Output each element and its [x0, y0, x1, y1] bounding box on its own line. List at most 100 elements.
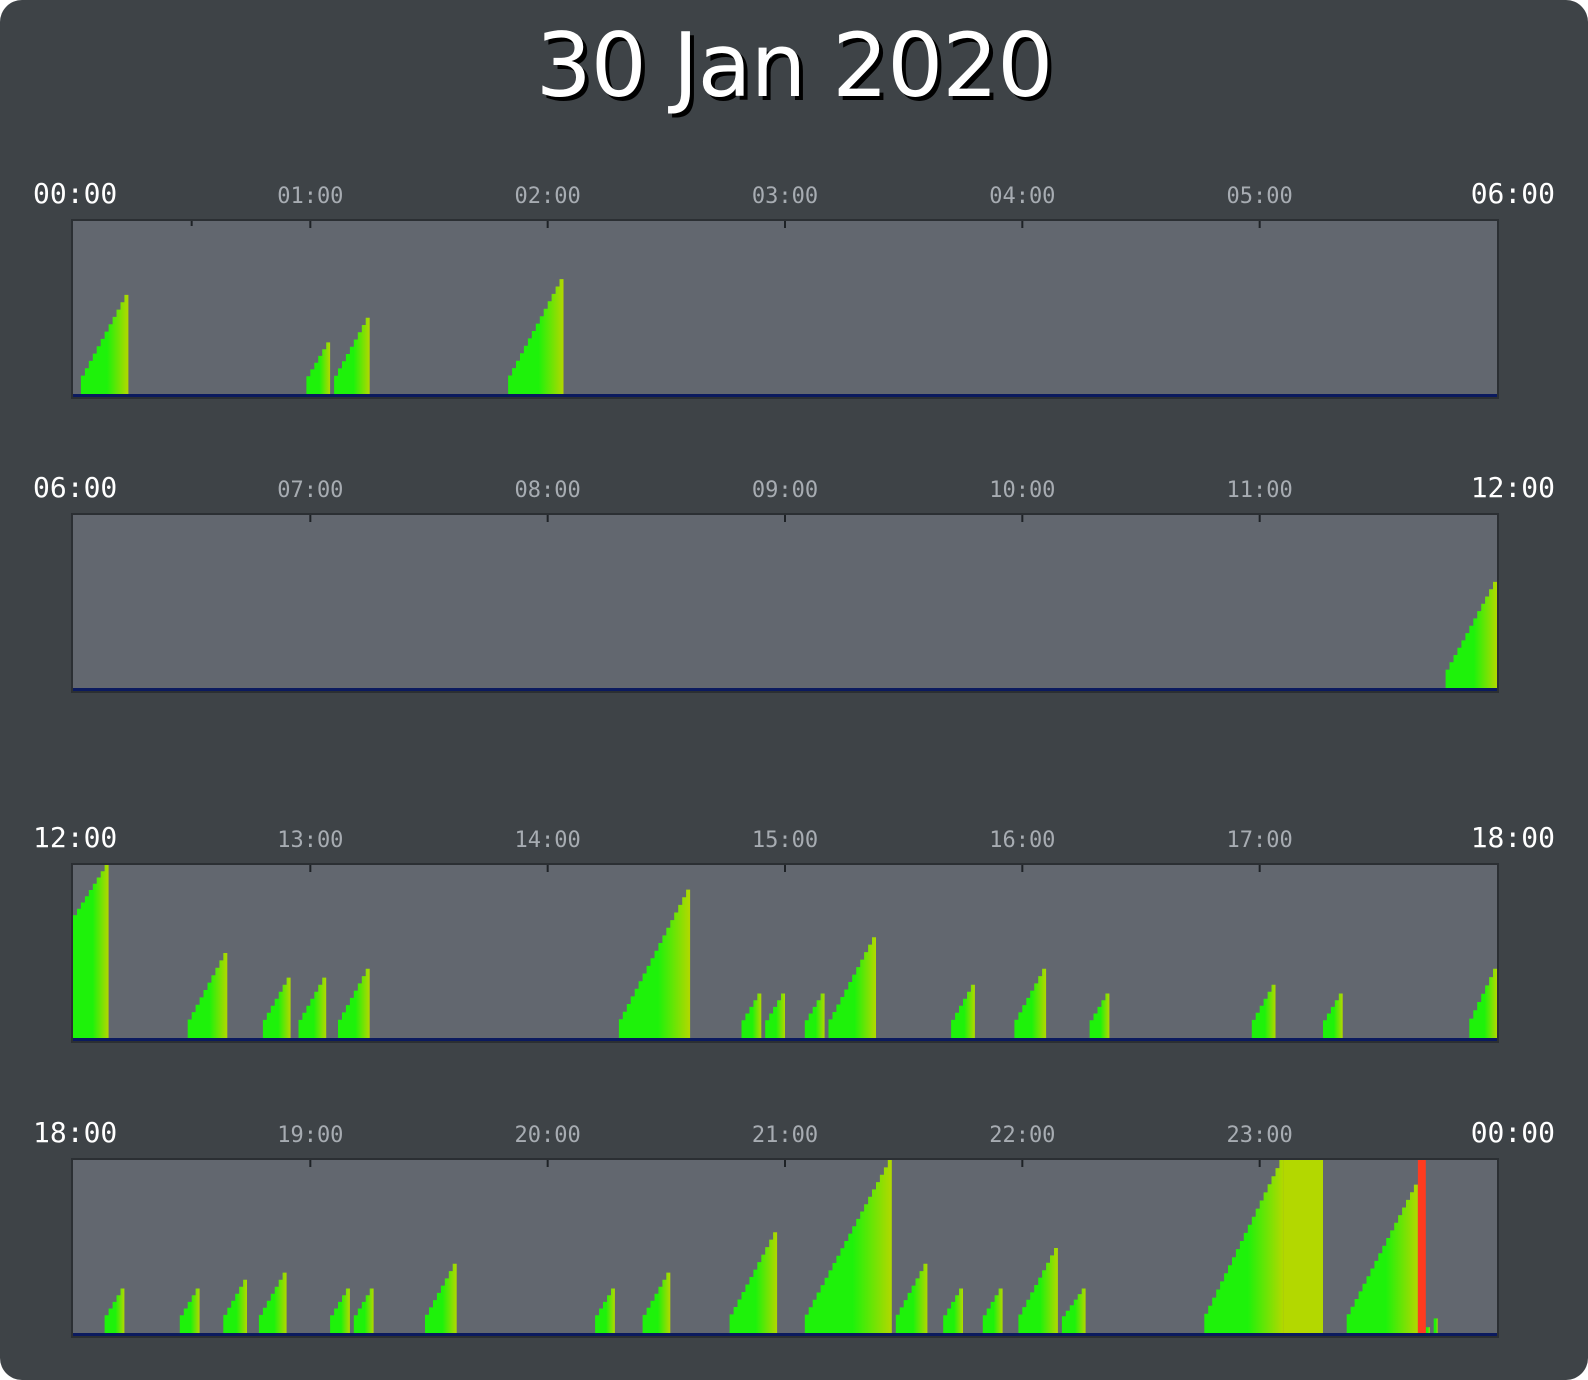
- panel-edge-time-label: 06:00: [33, 471, 117, 504]
- panel-edge-time-label: 00:00: [1471, 1116, 1555, 1149]
- hour-tick-label: 04:00: [989, 184, 1055, 209]
- hour-tick: [1021, 1160, 1024, 1167]
- hour-tick: [309, 515, 312, 522]
- hour-tick-label: 05:00: [1227, 184, 1293, 209]
- activity-ramp: [982, 1288, 1003, 1336]
- activity-ramp: [338, 968, 370, 1041]
- activity-ramp: [80, 294, 129, 397]
- plot-baseline: [73, 394, 1497, 397]
- plot-area: [73, 515, 1497, 691]
- hour-tick: [1258, 515, 1261, 522]
- hour-tick: [784, 515, 786, 522]
- hour-tick-label: 02:00: [515, 184, 581, 209]
- page-title: 30 Jan 2020: [535, 14, 1054, 117]
- activity-ramp: [1089, 993, 1110, 1041]
- activity-ramp: [73, 865, 109, 1041]
- activity-ramp: [1014, 968, 1047, 1041]
- hour-tick-label: 03:00: [752, 184, 818, 209]
- activity-ramp: [729, 1232, 778, 1336]
- timeline-panel-1: 00:00 01:00 02:00 03:00 04:00 05:00 06:00: [33, 177, 1555, 399]
- activity-ramp: [1445, 581, 1497, 691]
- activity-ramp: [306, 342, 331, 397]
- hour-tick: [1021, 865, 1024, 872]
- hour-tick-label: 11:00: [1227, 478, 1293, 503]
- panel-edge-time-label: 18:00: [33, 1116, 117, 1149]
- hour-tick-label: 20:00: [515, 1123, 581, 1148]
- hour-tick-label: 01:00: [277, 184, 343, 209]
- activity-ramp: [298, 977, 327, 1041]
- activity-ramp: [1204, 1160, 1284, 1336]
- panel-edge-time-label: 00:00: [33, 177, 117, 210]
- hour-tick: [784, 865, 786, 872]
- hour-tick: [546, 865, 549, 872]
- activity-ramp: [1323, 993, 1343, 1041]
- timeline-panel-2: 06:00 07:00 08:00 09:00 10:00 11:00 12:00: [33, 471, 1555, 693]
- activity-ramp: [330, 1288, 350, 1336]
- hour-tick-label: 10:00: [989, 478, 1055, 503]
- hour-tick-label: 13:00: [277, 828, 343, 853]
- activity-ramp: [223, 1279, 247, 1336]
- activity-ramp: [804, 993, 825, 1041]
- activity-ramp: [1251, 984, 1276, 1041]
- activity-ramp: [1346, 1184, 1418, 1336]
- hour-tick: [309, 221, 312, 228]
- activity-ramp: [104, 1288, 125, 1336]
- activity-ramp: [1283, 1160, 1323, 1336]
- alert-marker: [1417, 1160, 1426, 1336]
- activity-ramp: [1061, 1288, 1086, 1336]
- hour-tick: [784, 221, 786, 228]
- panel-edge-time-label: 12:00: [1471, 471, 1555, 504]
- hour-tick: [1258, 1160, 1261, 1167]
- activity-ramp: [765, 993, 785, 1041]
- hour-tick-label: 19:00: [277, 1123, 343, 1148]
- panel-edge-time-label: 18:00: [1471, 821, 1555, 854]
- activity-ramp: [425, 1263, 457, 1336]
- hour-tick-label: 09:00: [752, 478, 818, 503]
- activity-ramp: [951, 984, 975, 1041]
- activity-ramp: [1469, 968, 1497, 1041]
- hour-tick: [1258, 221, 1261, 228]
- hour-tick-label: 15:00: [752, 828, 818, 853]
- activity-ramp: [334, 317, 370, 397]
- hour-tick-label: 22:00: [989, 1123, 1055, 1148]
- timeline-panel-3: 12:00 13:00 14:00 15:00 16:00 17:00 18:00: [33, 821, 1555, 1043]
- half-hour-tick: [190, 221, 193, 226]
- activity-ramp: [943, 1288, 963, 1336]
- hour-tick: [546, 221, 549, 228]
- hour-tick-label: 14:00: [515, 828, 581, 853]
- plot-baseline: [73, 688, 1497, 691]
- activity-ramp: [828, 937, 876, 1041]
- hour-tick: [546, 1160, 549, 1167]
- hour-tick-label: 21:00: [752, 1123, 818, 1148]
- activity-ramp: [508, 279, 564, 397]
- activity-ramp: [1433, 1318, 1438, 1336]
- hour-tick: [1021, 515, 1024, 522]
- activity-ramp: [262, 977, 291, 1041]
- panel-edge-time-label: 12:00: [33, 821, 117, 854]
- hour-tick-label: 07:00: [277, 478, 343, 503]
- hour-tick-label: 17:00: [1227, 828, 1293, 853]
- activity-ramp: [258, 1272, 287, 1336]
- hour-tick-label: 16:00: [989, 828, 1055, 853]
- plot-area: [73, 221, 1497, 397]
- hour-tick-label: 23:00: [1227, 1123, 1293, 1148]
- timeline-panel-4: 18:00 19:00 20:00 21:00 22:00 23:00 00:00: [33, 1116, 1555, 1338]
- hour-tick: [1021, 221, 1024, 228]
- activity-ramp: [741, 993, 762, 1041]
- activity-ramp: [804, 1160, 892, 1336]
- panel-edge-time-label: 06:00: [1471, 177, 1555, 210]
- hour-tick: [784, 1160, 786, 1167]
- activity-ramp: [1018, 1248, 1058, 1336]
- activity-ramp: [179, 1288, 200, 1336]
- activity-ramp: [642, 1272, 671, 1336]
- activity-ramp: [618, 889, 691, 1041]
- hour-tick-label: 08:00: [515, 478, 581, 503]
- activity-ramp: [595, 1288, 615, 1336]
- hour-tick: [309, 1160, 312, 1167]
- activity-ramp: [895, 1263, 928, 1336]
- plot-baseline: [73, 1038, 1497, 1041]
- hour-tick: [546, 515, 549, 522]
- hour-tick: [309, 865, 312, 872]
